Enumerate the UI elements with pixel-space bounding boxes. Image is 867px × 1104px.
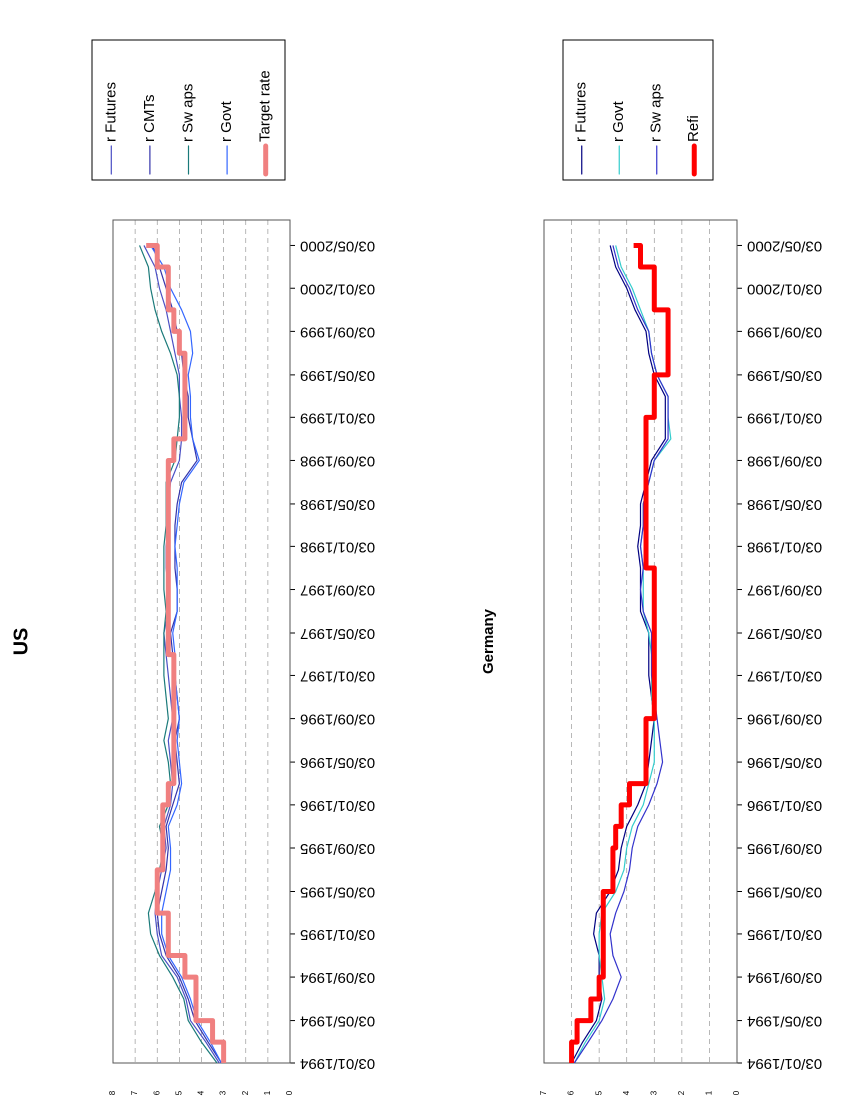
x-tick-label: 03/05/1994	[300, 1013, 375, 1030]
x-tick-label: 03/05/1998	[747, 496, 822, 513]
x-tick-label: 03/09/1999	[747, 323, 822, 340]
x-tick-label: 03/01/1994	[747, 1055, 822, 1072]
x-tick-label: 03/05/1995	[747, 884, 822, 901]
legend-label: r Futures	[102, 82, 119, 142]
legend-label: Target rate	[257, 70, 274, 142]
x-tick-label: 03/01/1998	[747, 538, 822, 555]
series-line	[573, 245, 669, 1064]
y-tick-label: 5	[174, 1090, 183, 1095]
x-tick-label: 03/01/1997	[747, 667, 822, 684]
legend-label: r CMTs	[141, 95, 158, 143]
series-line	[571, 245, 666, 1064]
x-tick-label: 03/09/1997	[300, 582, 375, 599]
x-tick-label: 03/05/1998	[300, 496, 375, 513]
y-tick-label: 4	[197, 1090, 206, 1095]
x-tick-label: 03/05/1996	[300, 754, 375, 771]
x-tick-label: 03/09/1995	[747, 840, 822, 857]
x-tick-label: 03/09/1998	[747, 452, 822, 469]
plot-frame	[112, 219, 291, 1064]
legend-label: r Govt	[218, 100, 235, 142]
x-tick-label: 03/01/1995	[300, 926, 375, 943]
series-line	[146, 242, 227, 1063]
y-tick-label: 7	[130, 1090, 139, 1095]
y-tick-label: 0	[732, 1090, 741, 1095]
y-tick-label: 2	[677, 1090, 686, 1095]
x-tick-label: 03/01/1999	[300, 409, 375, 426]
x-tick-label: 03/09/1997	[747, 582, 822, 599]
x-tick-label: 03/05/1995	[300, 884, 375, 901]
x-tick-label: 03/09/1996	[747, 711, 822, 728]
series-line	[143, 245, 220, 1064]
x-tick-label: 03/01/1995	[747, 926, 822, 943]
x-tick-label: 03/05/1994	[747, 1013, 822, 1030]
chart-title: Germany	[480, 608, 497, 674]
x-tick-label: 03/05/2000	[747, 237, 822, 254]
legend-label: r Sw aps	[179, 84, 196, 142]
y-tick-label: 7	[539, 1090, 548, 1095]
legend-box	[562, 39, 714, 181]
x-tick-label: 03/05/2000	[300, 237, 375, 254]
y-tick-label: 6	[567, 1090, 576, 1095]
y-tick-label: 3	[219, 1090, 228, 1095]
x-tick-label: 03/01/1998	[300, 538, 375, 555]
x-tick-label: 03/01/1996	[747, 797, 822, 814]
x-tick-label: 03/05/1997	[747, 625, 822, 642]
legend-label: r Govt	[610, 100, 627, 142]
x-tick-label: 03/01/1999	[747, 409, 822, 426]
legend-label: Refi	[685, 115, 702, 142]
y-tick-label: 1	[705, 1090, 714, 1095]
x-tick-label: 03/01/1996	[300, 797, 375, 814]
legend-label: r Sw aps	[648, 84, 665, 142]
y-tick-label: 6	[152, 1090, 161, 1095]
legend-label: r Futures	[573, 82, 590, 142]
x-tick-label: 03/05/1999	[300, 367, 375, 384]
x-tick-label: 03/01/1997	[300, 667, 375, 684]
y-tick-label: 4	[622, 1090, 631, 1095]
x-tick-label: 03/01/2000	[300, 280, 375, 297]
x-tick-label: 03/05/1999	[747, 367, 822, 384]
y-tick-label: 0	[285, 1090, 294, 1095]
plot-frame	[543, 219, 738, 1064]
series-line	[138, 245, 218, 1064]
x-tick-label: 03/05/1997	[300, 625, 375, 642]
y-tick-label: 1	[263, 1090, 272, 1095]
x-tick-label: 03/09/1998	[300, 452, 375, 469]
y-tick-label: 5	[594, 1090, 603, 1095]
x-tick-label: 03/09/1995	[300, 840, 375, 857]
y-tick-label: 8	[108, 1090, 117, 1095]
chart-title: US	[10, 628, 32, 656]
x-tick-label: 03/09/1996	[300, 711, 375, 728]
x-tick-label: 03/09/1994	[747, 969, 822, 986]
series-line	[569, 242, 671, 1063]
y-tick-label: 3	[649, 1090, 658, 1095]
x-tick-label: 03/05/1996	[747, 754, 822, 771]
x-tick-label: 03/01/1994	[300, 1055, 375, 1072]
x-tick-label: 03/01/2000	[747, 280, 822, 297]
x-tick-label: 03/09/1999	[300, 323, 375, 340]
y-tick-label: 2	[241, 1090, 250, 1095]
x-tick-label: 03/09/1994	[300, 969, 375, 986]
